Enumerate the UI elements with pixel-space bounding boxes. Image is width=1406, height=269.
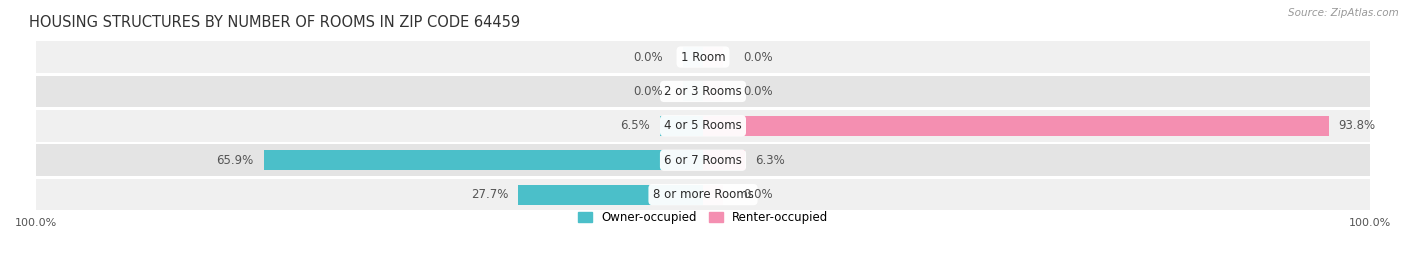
Bar	[703, 185, 723, 205]
Bar	[703, 47, 723, 67]
Text: 93.8%: 93.8%	[1339, 119, 1375, 132]
Bar	[263, 150, 703, 170]
Text: 6.5%: 6.5%	[620, 119, 650, 132]
Bar	[37, 76, 1369, 107]
Text: 8 or more Rooms: 8 or more Rooms	[652, 188, 754, 201]
Text: Source: ZipAtlas.com: Source: ZipAtlas.com	[1288, 8, 1399, 18]
Text: 1 Room: 1 Room	[681, 51, 725, 63]
Legend: Owner-occupied, Renter-occupied: Owner-occupied, Renter-occupied	[572, 206, 834, 229]
Bar	[659, 116, 703, 136]
Text: 0.0%: 0.0%	[633, 51, 664, 63]
Text: 0.0%: 0.0%	[633, 85, 664, 98]
Bar	[519, 185, 703, 205]
Bar	[37, 41, 1369, 73]
Text: 6 or 7 Rooms: 6 or 7 Rooms	[664, 154, 742, 167]
Bar	[37, 110, 1369, 142]
Text: 4 or 5 Rooms: 4 or 5 Rooms	[664, 119, 742, 132]
Text: 65.9%: 65.9%	[217, 154, 253, 167]
Bar	[703, 82, 723, 101]
Bar	[37, 144, 1369, 176]
Text: 0.0%: 0.0%	[742, 85, 773, 98]
Text: 6.3%: 6.3%	[755, 154, 785, 167]
Text: 0.0%: 0.0%	[742, 188, 773, 201]
Bar	[703, 116, 1329, 136]
Bar	[37, 179, 1369, 210]
Text: HOUSING STRUCTURES BY NUMBER OF ROOMS IN ZIP CODE 64459: HOUSING STRUCTURES BY NUMBER OF ROOMS IN…	[30, 15, 520, 30]
Bar	[683, 47, 703, 67]
Bar	[683, 82, 703, 101]
Text: 27.7%: 27.7%	[471, 188, 509, 201]
Bar	[703, 150, 745, 170]
Text: 2 or 3 Rooms: 2 or 3 Rooms	[664, 85, 742, 98]
Text: 0.0%: 0.0%	[742, 51, 773, 63]
